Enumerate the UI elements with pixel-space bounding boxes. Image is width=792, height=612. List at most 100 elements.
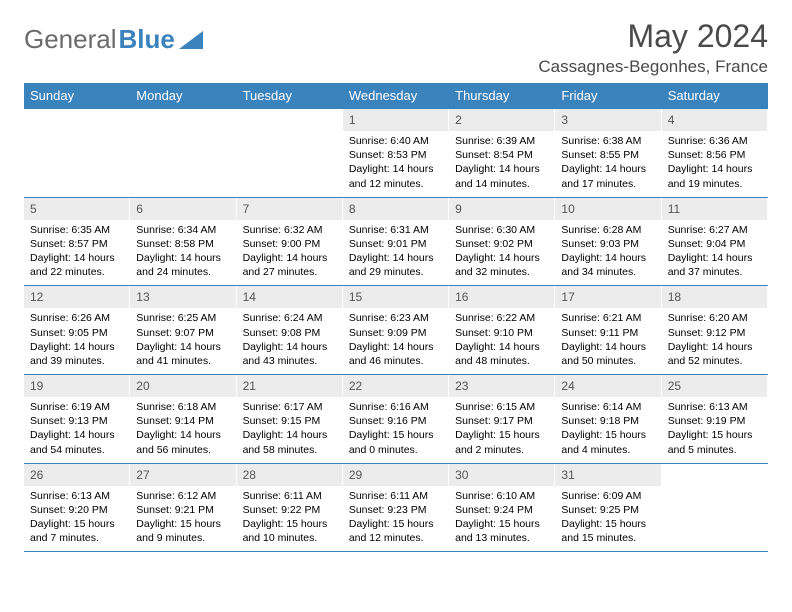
calendar-cell: 20Sunrise: 6:18 AMSunset: 9:14 PMDayligh… <box>130 375 236 464</box>
brand-part1: General <box>24 24 117 55</box>
weekday-header: Thursday <box>449 83 555 109</box>
calendar-week-row: 12Sunrise: 6:26 AMSunset: 9:05 PMDayligh… <box>24 286 768 375</box>
day-number: 2 <box>449 109 555 131</box>
weekday-header: Monday <box>130 83 236 109</box>
day-number: 14 <box>237 286 343 308</box>
title-block: May 2024 Cassagnes-Begonhes, France <box>538 18 768 77</box>
day-number: 31 <box>555 464 661 486</box>
day-number: 17 <box>555 286 661 308</box>
calendar-week-row: 1Sunrise: 6:40 AMSunset: 8:53 PMDaylight… <box>24 109 768 198</box>
calendar-cell <box>130 109 236 198</box>
calendar-cell: 14Sunrise: 6:24 AMSunset: 9:08 PMDayligh… <box>237 286 343 375</box>
day-number: 12 <box>24 286 130 308</box>
calendar-week-row: 26Sunrise: 6:13 AMSunset: 9:20 PMDayligh… <box>24 463 768 552</box>
day-number: 24 <box>555 375 661 397</box>
day-number: 7 <box>237 198 343 220</box>
weekday-header: Saturday <box>662 83 768 109</box>
day-number <box>237 109 343 131</box>
calendar-cell: 30Sunrise: 6:10 AMSunset: 9:24 PMDayligh… <box>449 463 555 552</box>
day-details: Sunrise: 6:11 AMSunset: 9:23 PMDaylight:… <box>343 486 449 552</box>
calendar-header-row: SundayMondayTuesdayWednesdayThursdayFrid… <box>24 83 768 109</box>
calendar-cell: 1Sunrise: 6:40 AMSunset: 8:53 PMDaylight… <box>343 109 449 198</box>
day-number <box>662 464 768 486</box>
day-number: 19 <box>24 375 130 397</box>
calendar-cell: 17Sunrise: 6:21 AMSunset: 9:11 PMDayligh… <box>555 286 661 375</box>
day-number: 13 <box>130 286 236 308</box>
calendar-cell: 11Sunrise: 6:27 AMSunset: 9:04 PMDayligh… <box>662 197 768 286</box>
day-number: 3 <box>555 109 661 131</box>
day-details: Sunrise: 6:09 AMSunset: 9:25 PMDaylight:… <box>555 486 661 552</box>
day-number: 23 <box>449 375 555 397</box>
day-details: Sunrise: 6:35 AMSunset: 8:57 PMDaylight:… <box>24 220 130 286</box>
day-number: 26 <box>24 464 130 486</box>
weekday-header: Sunday <box>24 83 130 109</box>
day-number: 18 <box>662 286 768 308</box>
day-number: 22 <box>343 375 449 397</box>
day-number: 15 <box>343 286 449 308</box>
day-details: Sunrise: 6:25 AMSunset: 9:07 PMDaylight:… <box>130 308 236 374</box>
day-details: Sunrise: 6:38 AMSunset: 8:55 PMDaylight:… <box>555 131 661 197</box>
day-details: Sunrise: 6:16 AMSunset: 9:16 PMDaylight:… <box>343 397 449 463</box>
calendar-week-row: 19Sunrise: 6:19 AMSunset: 9:13 PMDayligh… <box>24 375 768 464</box>
weekday-header: Friday <box>555 83 661 109</box>
day-details: Sunrise: 6:32 AMSunset: 9:00 PMDaylight:… <box>237 220 343 286</box>
calendar-cell: 10Sunrise: 6:28 AMSunset: 9:03 PMDayligh… <box>555 197 661 286</box>
calendar-cell: 15Sunrise: 6:23 AMSunset: 9:09 PMDayligh… <box>343 286 449 375</box>
day-details: Sunrise: 6:21 AMSunset: 9:11 PMDaylight:… <box>555 308 661 374</box>
day-details: Sunrise: 6:39 AMSunset: 8:54 PMDaylight:… <box>449 131 555 197</box>
day-details: Sunrise: 6:10 AMSunset: 9:24 PMDaylight:… <box>449 486 555 552</box>
calendar-cell: 6Sunrise: 6:34 AMSunset: 8:58 PMDaylight… <box>130 197 236 286</box>
brand-part2: Blue <box>119 24 175 55</box>
day-number: 5 <box>24 198 130 220</box>
day-number <box>130 109 236 131</box>
day-details: Sunrise: 6:40 AMSunset: 8:53 PMDaylight:… <box>343 131 449 197</box>
calendar-cell: 25Sunrise: 6:13 AMSunset: 9:19 PMDayligh… <box>662 375 768 464</box>
brand-triangle-icon <box>179 31 203 49</box>
weekday-header: Tuesday <box>237 83 343 109</box>
day-details: Sunrise: 6:18 AMSunset: 9:14 PMDaylight:… <box>130 397 236 463</box>
calendar-cell: 19Sunrise: 6:19 AMSunset: 9:13 PMDayligh… <box>24 375 130 464</box>
day-details: Sunrise: 6:24 AMSunset: 9:08 PMDaylight:… <box>237 308 343 374</box>
calendar-cell: 4Sunrise: 6:36 AMSunset: 8:56 PMDaylight… <box>662 109 768 198</box>
header: GeneralBlue May 2024 Cassagnes-Begonhes,… <box>24 18 768 77</box>
calendar-cell: 3Sunrise: 6:38 AMSunset: 8:55 PMDaylight… <box>555 109 661 198</box>
calendar-cell: 8Sunrise: 6:31 AMSunset: 9:01 PMDaylight… <box>343 197 449 286</box>
day-number: 29 <box>343 464 449 486</box>
day-details: Sunrise: 6:12 AMSunset: 9:21 PMDaylight:… <box>130 486 236 552</box>
calendar-cell: 21Sunrise: 6:17 AMSunset: 9:15 PMDayligh… <box>237 375 343 464</box>
day-details: Sunrise: 6:23 AMSunset: 9:09 PMDaylight:… <box>343 308 449 374</box>
day-details: Sunrise: 6:19 AMSunset: 9:13 PMDaylight:… <box>24 397 130 463</box>
day-number: 16 <box>449 286 555 308</box>
weekday-header: Wednesday <box>343 83 449 109</box>
day-number: 1 <box>343 109 449 131</box>
calendar-cell: 22Sunrise: 6:16 AMSunset: 9:16 PMDayligh… <box>343 375 449 464</box>
calendar-cell <box>24 109 130 198</box>
day-number: 11 <box>662 198 768 220</box>
calendar-cell: 28Sunrise: 6:11 AMSunset: 9:22 PMDayligh… <box>237 463 343 552</box>
day-details: Sunrise: 6:20 AMSunset: 9:12 PMDaylight:… <box>662 308 768 374</box>
day-details: Sunrise: 6:26 AMSunset: 9:05 PMDaylight:… <box>24 308 130 374</box>
calendar-cell: 9Sunrise: 6:30 AMSunset: 9:02 PMDaylight… <box>449 197 555 286</box>
day-details: Sunrise: 6:34 AMSunset: 8:58 PMDaylight:… <box>130 220 236 286</box>
calendar-cell: 24Sunrise: 6:14 AMSunset: 9:18 PMDayligh… <box>555 375 661 464</box>
calendar-cell: 12Sunrise: 6:26 AMSunset: 9:05 PMDayligh… <box>24 286 130 375</box>
day-number: 10 <box>555 198 661 220</box>
day-number <box>24 109 130 131</box>
calendar-cell: 27Sunrise: 6:12 AMSunset: 9:21 PMDayligh… <box>130 463 236 552</box>
day-number: 25 <box>662 375 768 397</box>
day-details: Sunrise: 6:22 AMSunset: 9:10 PMDaylight:… <box>449 308 555 374</box>
calendar-cell: 7Sunrise: 6:32 AMSunset: 9:00 PMDaylight… <box>237 197 343 286</box>
calendar-cell: 16Sunrise: 6:22 AMSunset: 9:10 PMDayligh… <box>449 286 555 375</box>
calendar-week-row: 5Sunrise: 6:35 AMSunset: 8:57 PMDaylight… <box>24 197 768 286</box>
day-number: 20 <box>130 375 236 397</box>
day-number: 6 <box>130 198 236 220</box>
day-number: 9 <box>449 198 555 220</box>
calendar-table: SundayMondayTuesdayWednesdayThursdayFrid… <box>24 83 768 552</box>
day-details: Sunrise: 6:11 AMSunset: 9:22 PMDaylight:… <box>237 486 343 552</box>
calendar-cell <box>237 109 343 198</box>
calendar-cell: 18Sunrise: 6:20 AMSunset: 9:12 PMDayligh… <box>662 286 768 375</box>
brand-logo: GeneralBlue <box>24 18 203 55</box>
calendar-cell: 23Sunrise: 6:15 AMSunset: 9:17 PMDayligh… <box>449 375 555 464</box>
calendar-cell: 31Sunrise: 6:09 AMSunset: 9:25 PMDayligh… <box>555 463 661 552</box>
day-details: Sunrise: 6:17 AMSunset: 9:15 PMDaylight:… <box>237 397 343 463</box>
